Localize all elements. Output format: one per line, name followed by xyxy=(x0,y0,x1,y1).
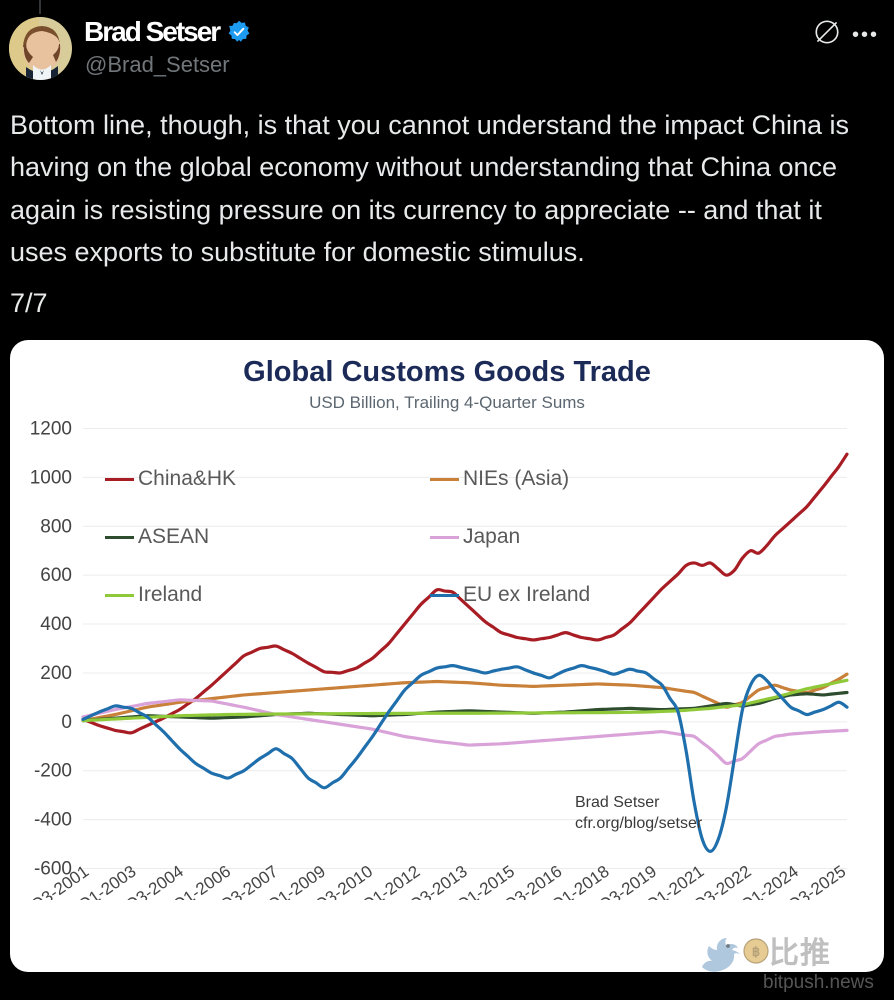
svg-text:1200: 1200 xyxy=(30,419,72,440)
svg-text:1000: 1000 xyxy=(30,467,72,488)
svg-text:800: 800 xyxy=(40,516,72,537)
svg-text:฿: ฿ xyxy=(752,944,760,959)
svg-text:-400: -400 xyxy=(34,810,72,831)
svg-text:600: 600 xyxy=(40,565,72,586)
svg-text:200: 200 xyxy=(40,663,72,684)
svg-text:-200: -200 xyxy=(34,761,72,782)
svg-text:400: 400 xyxy=(40,614,72,635)
svg-text:0: 0 xyxy=(61,712,72,733)
